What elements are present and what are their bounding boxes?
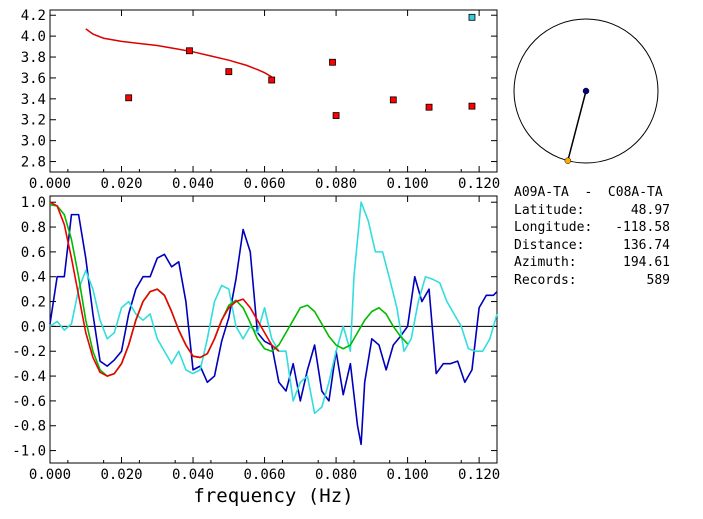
y-tick-label: 3.8 — [21, 50, 46, 66]
x-tick-label: 0.080 — [315, 467, 357, 483]
data-point-marker — [225, 68, 233, 76]
y-tick-label: -1.0 — [12, 444, 46, 460]
records-label: Records: — [514, 272, 577, 288]
latitude-label: Latitude: — [514, 202, 585, 218]
data-point-marker — [268, 76, 276, 84]
azimuth-value: 194.61 — [623, 255, 670, 271]
data-point-marker — [468, 102, 476, 110]
y-tick-label: -0.8 — [12, 419, 46, 435]
y-tick-label: 3.0 — [21, 134, 46, 150]
x-tick-label: 0.080 — [315, 176, 357, 192]
y-tick-label: 3.4 — [21, 92, 46, 108]
x-tick-label: 0.000 — [29, 176, 71, 192]
x-tick-label: 0.060 — [243, 176, 285, 192]
azimuth-line — [567, 90, 587, 161]
map-circle — [513, 18, 659, 164]
x-tick-label: 0.100 — [387, 176, 429, 192]
plot-frame-1 — [49, 195, 498, 464]
x-tick-label: 0.060 — [243, 467, 285, 483]
y-tick-label: -0.2 — [12, 344, 46, 360]
y-tick-label: 4.2 — [21, 8, 46, 24]
velocity-curve — [85, 28, 273, 78]
data-point-marker — [425, 103, 433, 111]
x-axis-label: frequency (Hz) — [193, 485, 353, 507]
azimuth-label: Azimuth: — [514, 255, 577, 271]
x-tick-label: 0.040 — [172, 467, 214, 483]
y-tick-label: 0.2 — [21, 295, 46, 311]
station-center-dot — [582, 87, 590, 95]
distance-value: 136.74 — [623, 237, 670, 253]
y-tick-label: 0.0 — [21, 319, 46, 335]
y-tick-label: 0.4 — [21, 270, 46, 286]
x-tick-label: 0.040 — [172, 176, 214, 192]
info-row-azimuth: Azimuth: 194.61 — [514, 254, 670, 272]
y-tick-label: 1.0 — [21, 195, 46, 211]
info-row-longitude: Longitude: -118.58 — [514, 219, 670, 237]
data-point-marker — [329, 58, 336, 66]
series-line-0 — [49, 213, 498, 446]
y-tick-label: 0.8 — [21, 220, 46, 236]
series-line-3 — [49, 201, 280, 377]
station-end-dot — [564, 157, 572, 164]
y-tick-label: 0.6 — [21, 245, 46, 261]
series-line-1 — [49, 201, 498, 415]
distance-label: Distance: — [514, 237, 585, 253]
x-tick-label: 0.020 — [100, 176, 142, 192]
x-tick-label: 0.120 — [458, 467, 500, 483]
x-tick-label: 0.120 — [458, 176, 500, 192]
data-point-marker — [332, 112, 340, 119]
y-tick-label: -0.4 — [12, 369, 46, 385]
station-info-panel: A09A-TA - C08A-TA Latitude: 48.97 Longitu… — [514, 184, 670, 290]
info-row-records: Records: 589 — [514, 272, 670, 290]
y-tick-label: 3.6 — [21, 71, 46, 87]
longitude-value: -118.58 — [615, 220, 670, 236]
x-tick-label: 0.020 — [100, 467, 142, 483]
y-tick-label: 3.2 — [21, 113, 46, 129]
x-tick-label: 0.000 — [29, 467, 71, 483]
data-point-marker — [186, 47, 193, 55]
data-point-marker — [389, 96, 397, 104]
latitude-value: 48.97 — [630, 202, 670, 218]
data-point-marker — [468, 13, 476, 21]
station-pair-title: A09A-TA - C08A-TA — [514, 185, 663, 200]
x-tick-label: 0.100 — [387, 467, 429, 483]
y-tick-label: 4.0 — [21, 29, 46, 45]
longitude-label: Longitude: — [514, 220, 593, 236]
data-point-marker — [125, 94, 133, 102]
records-value: 589 — [646, 272, 670, 288]
y-tick-label: 2.8 — [21, 155, 46, 171]
plot-frame-0 — [49, 9, 498, 173]
info-row-distance: Distance: 136.74 — [514, 237, 670, 255]
info-row-latitude: Latitude: 48.97 — [514, 202, 670, 220]
y-tick-label: -0.6 — [12, 394, 46, 410]
